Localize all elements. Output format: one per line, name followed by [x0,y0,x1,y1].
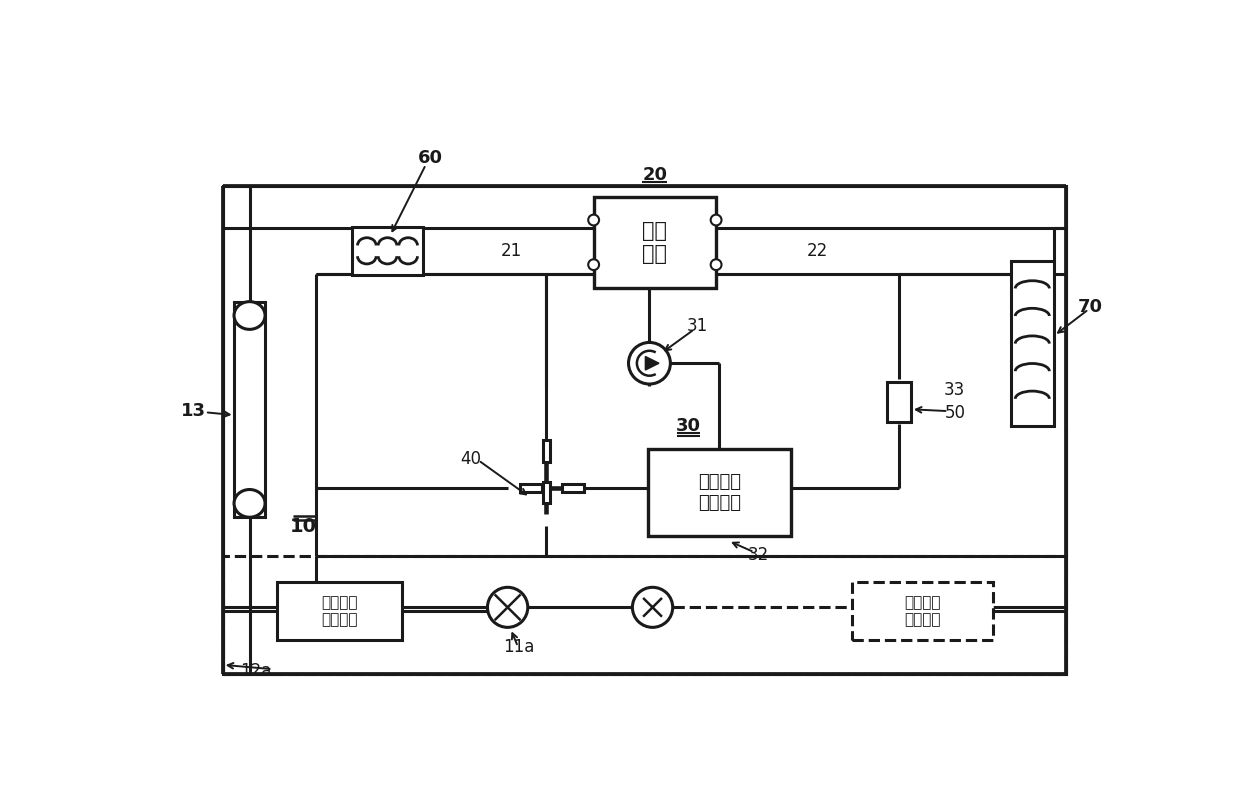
Circle shape [588,214,599,225]
Text: 21: 21 [501,242,522,260]
Text: 30: 30 [676,418,701,435]
Bar [887,382,911,422]
Text: 13: 13 [181,402,206,420]
Text: 后电驱动
总成水套: 后电驱动 总成水套 [904,595,940,627]
Text: 前电驱动
总成水套: 前电驱动 总成水套 [321,595,357,627]
Text: 20: 20 [642,167,667,184]
Bar [352,227,423,275]
Bar [543,482,551,503]
Ellipse shape [234,302,265,330]
Text: 22: 22 [807,242,828,260]
Circle shape [588,260,599,270]
Ellipse shape [234,490,265,517]
Bar [223,186,1065,674]
Bar [647,449,791,536]
Text: 10: 10 [290,517,317,536]
Circle shape [629,342,671,384]
Polygon shape [645,357,658,370]
Circle shape [711,214,722,225]
Text: 32: 32 [748,546,769,564]
Bar [562,484,584,491]
Circle shape [711,260,722,270]
Text: 33: 33 [944,381,966,399]
Circle shape [487,588,528,627]
Circle shape [632,588,672,627]
Text: 11a: 11a [503,638,534,657]
Bar [520,484,542,491]
Bar [234,302,265,517]
Bar [543,440,551,462]
Text: 12a: 12a [241,662,272,680]
Text: 70: 70 [1078,298,1102,316]
Text: 31: 31 [687,318,708,335]
Bar [1011,261,1054,426]
Text: 50: 50 [945,404,965,422]
Text: 动力电池
系统水套: 动力电池 系统水套 [698,473,740,512]
Text: 空调
系统: 空调 系统 [642,221,667,264]
Text: 40: 40 [461,449,481,468]
Text: 60: 60 [418,149,443,168]
Bar [852,582,993,641]
Bar [594,197,717,287]
Bar [223,556,1065,674]
Bar [277,582,402,641]
